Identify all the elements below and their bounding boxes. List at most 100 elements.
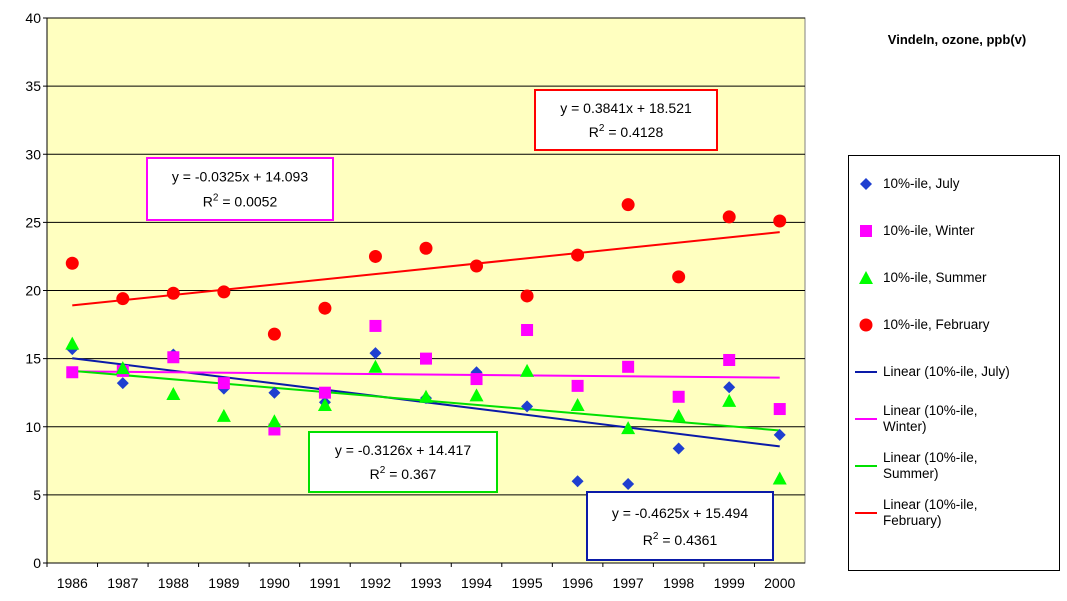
marker [723, 381, 736, 394]
marker [470, 259, 484, 273]
legend-item: Linear (10%-ile, Summer) [849, 442, 1059, 489]
r-squared: R2 = 0.0052 [203, 192, 278, 209]
x-tick-label: 1991 [309, 575, 340, 591]
equation: y = -0.4625x + 15.494 [612, 505, 748, 521]
legend-swatch [860, 177, 872, 190]
y-tick-label: 25 [25, 214, 41, 230]
legend-swatch [855, 417, 877, 420]
legend-title: Vindeln, ozone, ppb(v) [887, 32, 1027, 47]
marker [859, 270, 873, 284]
r-squared: R2 = 0.4361 [643, 531, 718, 548]
legend-item: 10%-ile, February [849, 301, 1059, 348]
legend-item: 10%-ile, July [849, 160, 1059, 207]
y-tick-label: 40 [25, 10, 41, 26]
marker [859, 318, 873, 331]
marker [622, 477, 635, 490]
marker [773, 214, 787, 228]
equation-box [146, 157, 334, 221]
marker [571, 475, 584, 488]
marker [860, 224, 872, 237]
marker [571, 248, 585, 262]
r-value: = 0.4361 [658, 532, 717, 548]
marker [722, 393, 737, 407]
marker [773, 428, 786, 441]
legend-label: Linear (10%-ile, February) [883, 496, 978, 528]
x-tick-label: 1999 [714, 575, 745, 591]
x-tick-label: 1997 [613, 575, 644, 591]
equation: y = -0.0325x + 14.093 [172, 169, 308, 185]
x-tick-label: 1998 [663, 575, 694, 591]
marker [167, 351, 180, 364]
legend-swatch [855, 464, 877, 467]
y-tick-label: 0 [33, 555, 41, 571]
legend-swatch [859, 318, 873, 331]
trend-line [72, 231, 780, 307]
equation: y = -0.3126x + 14.417 [335, 442, 471, 458]
y-tick-label: 20 [25, 283, 41, 299]
marker [369, 347, 382, 360]
marker [722, 210, 736, 224]
marker [622, 360, 635, 373]
legend-item: 10%-ile, Summer [849, 254, 1059, 301]
r-sup: 2 [213, 192, 219, 203]
r-label: R [643, 532, 653, 548]
marker [860, 177, 872, 190]
marker [116, 377, 129, 390]
legend-item: 10%-ile, Winter [849, 207, 1059, 254]
marker [318, 301, 332, 315]
marker [65, 336, 80, 350]
marker [166, 286, 180, 300]
r-sup: 2 [599, 123, 605, 134]
marker [420, 352, 432, 365]
x-tick-label: 1994 [461, 575, 492, 591]
marker [317, 397, 332, 411]
r-sup: 2 [653, 531, 659, 542]
marker [116, 292, 130, 306]
x-tick-label: 1992 [360, 575, 391, 591]
marker [419, 389, 433, 403]
marker [217, 377, 230, 390]
marker [570, 397, 585, 411]
legend: 10%-ile, July 10%-ile, Winter 10%-ile, Sum… [848, 155, 1060, 571]
r-value: = 0.4128 [604, 124, 663, 140]
legend-label: Linear (10%-ile, Summer) [883, 449, 978, 481]
y-tick-label: 5 [33, 487, 41, 503]
marker [368, 249, 382, 263]
marker [268, 386, 281, 399]
equation-box [586, 491, 774, 561]
legend-swatch [855, 370, 877, 373]
y-tick-label: 15 [25, 351, 41, 367]
legend-swatch [860, 224, 872, 237]
x-tick-label: 1995 [511, 575, 542, 591]
marker [115, 361, 130, 375]
marker [470, 373, 483, 386]
r-label: R [589, 124, 599, 140]
marker [521, 400, 534, 413]
marker [571, 379, 584, 392]
marker [672, 442, 685, 455]
legend-label: 10%-ile, February [883, 316, 990, 332]
marker [671, 408, 686, 422]
r-label: R [370, 466, 380, 482]
marker [267, 327, 281, 341]
r-sup: 2 [380, 465, 386, 476]
legend-label: 10%-ile, Summer [883, 269, 987, 285]
trend-line [72, 370, 780, 379]
equation-box [534, 89, 718, 151]
marker [217, 285, 231, 299]
marker [216, 408, 231, 422]
r-value: = 0.367 [385, 466, 436, 482]
r-squared: R2 = 0.367 [370, 465, 437, 482]
y-tick-label: 30 [25, 146, 41, 162]
marker [672, 270, 686, 284]
x-tick-label: 1988 [158, 575, 189, 591]
marker [267, 414, 282, 428]
marker [66, 366, 79, 379]
x-tick-label: 1990 [259, 575, 290, 591]
marker [621, 198, 635, 212]
x-tick-label: 1987 [107, 575, 138, 591]
legend-swatch [855, 511, 877, 514]
marker [368, 359, 383, 373]
